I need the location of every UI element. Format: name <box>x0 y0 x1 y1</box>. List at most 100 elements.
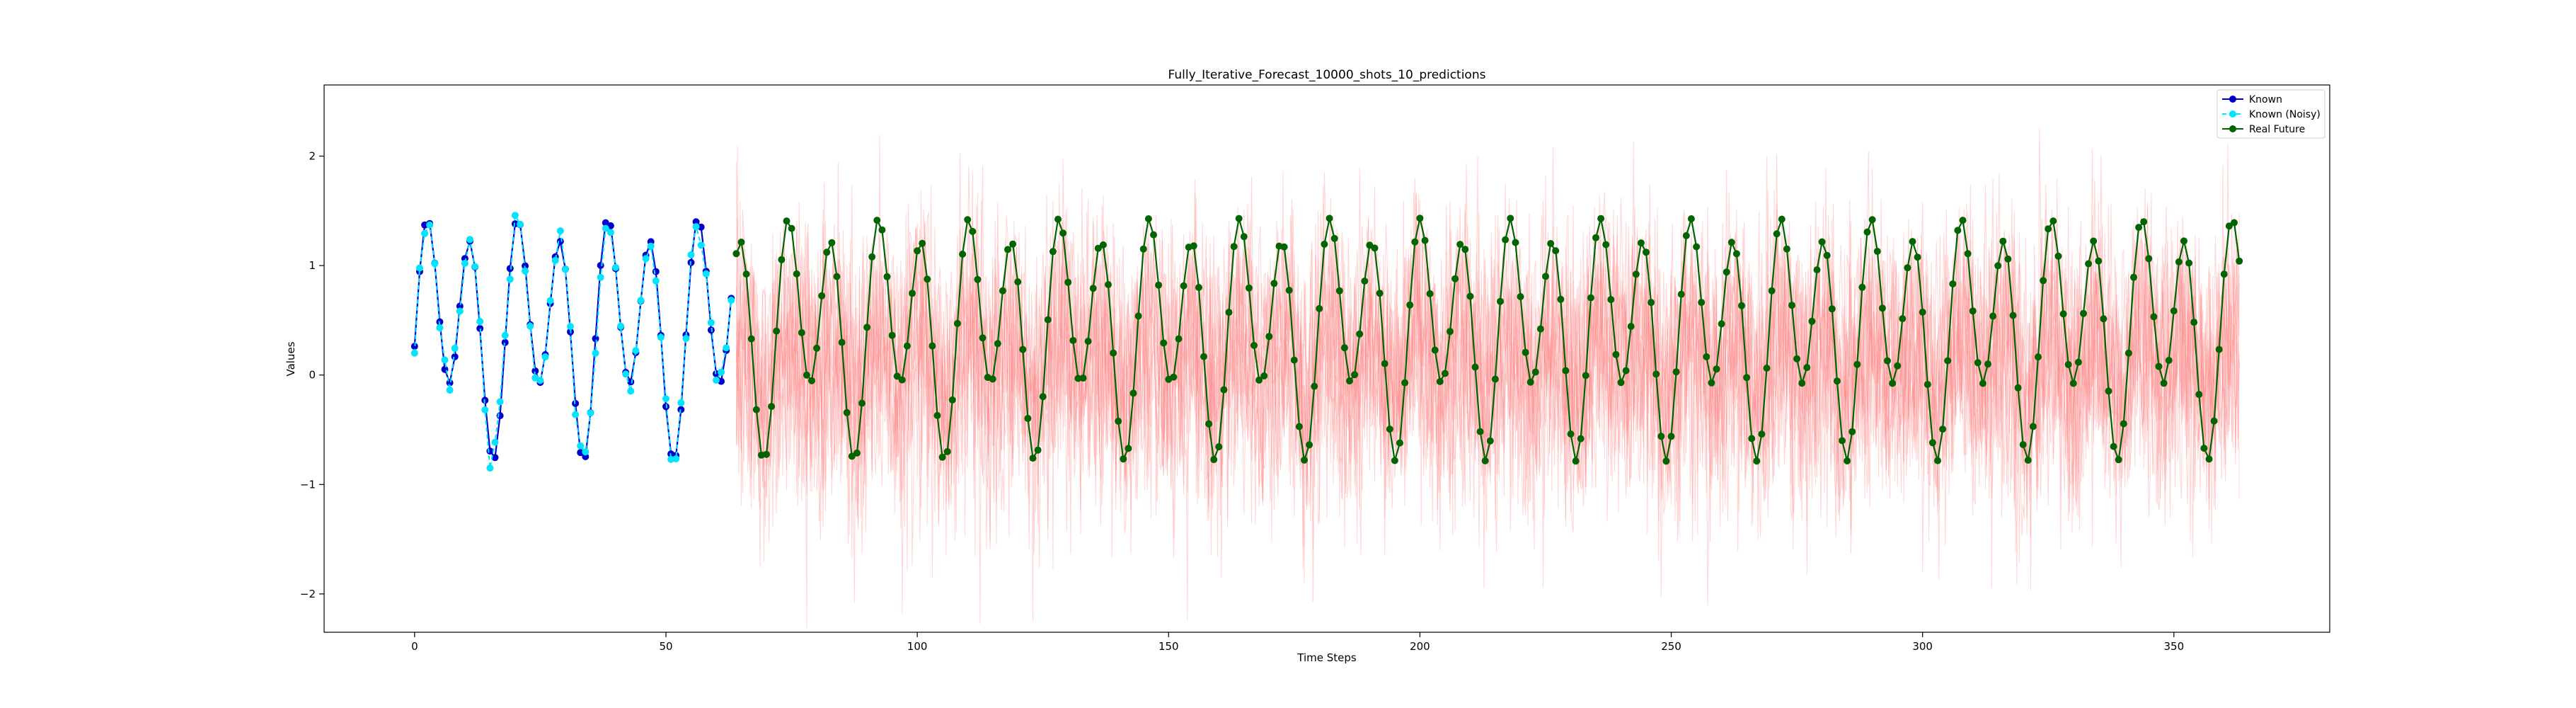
point-real-future-47 <box>969 227 977 235</box>
point-real-future-229 <box>1884 357 1891 365</box>
point-real-future-164 <box>1557 295 1565 303</box>
x-tick-label-4: 200 <box>1410 640 1430 653</box>
prediction-line-6 <box>735 167 2240 622</box>
point-real-future-195 <box>1713 365 1720 373</box>
point-real-future-221 <box>1844 457 1851 464</box>
y-tick-label-1: −1 <box>300 478 316 491</box>
y-axis-ticks: −2 −1 0 1 2 <box>300 149 324 600</box>
point-real-future-94 <box>1205 420 1213 428</box>
series-group <box>410 212 2243 472</box>
point-real-future-215 <box>1813 266 1821 274</box>
point-real-future-139 <box>1431 346 1439 354</box>
point-real-future-299 <box>2236 257 2243 265</box>
point-known-noisy-47 <box>647 242 655 250</box>
legend-entry-real-future: Real Future <box>2222 124 2305 135</box>
point-real-future-140 <box>1436 377 1444 385</box>
y-axis-label: Values <box>284 341 297 376</box>
point-real-future-233 <box>1904 264 1911 272</box>
point-known-noisy-63 <box>728 297 735 304</box>
point-real-future-287 <box>2175 258 2183 266</box>
point-known-noisy-58 <box>702 270 710 278</box>
point-real-future-132 <box>1396 439 1403 447</box>
point-real-future-179 <box>1632 270 1640 278</box>
point-real-future-11 <box>788 224 795 232</box>
point-real-future-36 <box>914 247 921 255</box>
point-real-future-173 <box>1602 241 1610 249</box>
point-real-future-187 <box>1672 368 1680 376</box>
point-real-future-88 <box>1175 335 1183 343</box>
point-known-noisy-28 <box>551 256 559 264</box>
point-real-future-194 <box>1708 379 1715 387</box>
point-known-18 <box>501 338 509 346</box>
point-real-future-147 <box>1471 363 1479 371</box>
point-real-future-259 <box>2035 353 2042 361</box>
x-tick-label-5: 250 <box>1661 640 1681 653</box>
point-real-future-153 <box>1502 236 1510 244</box>
point-real-future-31 <box>888 331 896 339</box>
point-real-future-103 <box>1250 341 1258 349</box>
point-real-future-198 <box>1727 239 1735 246</box>
point-known-noisy-6 <box>441 356 449 364</box>
point-real-future-28 <box>873 217 881 224</box>
point-real-future-62 <box>1044 316 1052 324</box>
point-known-noisy-49 <box>657 333 665 341</box>
point-real-future-200 <box>1738 302 1745 309</box>
legend-label-known: Known <box>2249 94 2282 105</box>
point-real-future-283 <box>2155 362 2163 370</box>
point-real-future-268 <box>2080 309 2087 317</box>
point-real-future-98 <box>1225 309 1233 316</box>
point-real-future-133 <box>1401 379 1409 387</box>
point-real-future-278 <box>2130 273 2137 281</box>
point-real-future-178 <box>1627 323 1635 330</box>
point-real-future-51 <box>989 375 996 383</box>
point-real-future-72 <box>1094 244 1102 252</box>
point-real-future-172 <box>1597 215 1605 222</box>
point-real-future-243 <box>1954 227 1962 234</box>
point-real-future-144 <box>1456 241 1464 249</box>
point-known-noisy-45 <box>637 297 645 304</box>
point-real-future-127 <box>1371 244 1379 252</box>
point-real-future-271 <box>2095 257 2103 265</box>
point-known-noisy-8 <box>451 344 459 352</box>
point-real-future-112 <box>1295 423 1303 430</box>
x-axis-label: Time Steps <box>1296 651 1357 664</box>
point-real-future-83 <box>1150 231 1157 239</box>
point-real-future-171 <box>1592 234 1599 241</box>
point-real-future-55 <box>1009 240 1017 248</box>
point-known-noisy-59 <box>707 319 715 326</box>
point-real-future-204 <box>1758 430 1766 438</box>
point-real-future-123 <box>1351 371 1359 379</box>
point-known-noisy-43 <box>627 387 635 395</box>
point-real-future-244 <box>1959 217 1967 224</box>
point-known-noisy-27 <box>546 297 554 304</box>
point-real-future-253 <box>2004 255 2012 263</box>
point-known-37 <box>597 261 604 269</box>
prediction-line-9 <box>735 149 2240 605</box>
point-real-future-275 <box>2115 456 2122 464</box>
point-real-future-177 <box>1622 367 1630 375</box>
point-known-noisy-56 <box>692 223 700 231</box>
point-real-future-70 <box>1084 338 1092 345</box>
point-real-future-78 <box>1125 445 1132 452</box>
point-real-future-250 <box>1989 312 1997 320</box>
point-real-future-19 <box>828 239 836 246</box>
point-real-future-207 <box>1773 230 1781 238</box>
prediction-series-group <box>735 127 2240 629</box>
point-real-future-81 <box>1139 245 1147 253</box>
point-real-future-201 <box>1743 374 1751 382</box>
legend: Known Known (Noisy) Real Future <box>2216 89 2325 139</box>
point-real-future-282 <box>2150 313 2158 321</box>
point-known-noisy-61 <box>718 368 725 376</box>
point-real-future-82 <box>1144 215 1152 222</box>
point-real-future-224 <box>1858 283 1866 291</box>
point-real-future-218 <box>1828 305 1836 313</box>
point-real-future-8 <box>773 327 781 335</box>
point-real-future-46 <box>964 216 972 224</box>
point-real-future-167 <box>1572 457 1580 465</box>
point-real-future-170 <box>1587 294 1594 302</box>
point-real-future-292 <box>2200 445 2208 452</box>
point-real-future-69 <box>1079 375 1087 382</box>
point-real-future-257 <box>2024 457 2032 464</box>
point-real-future-116 <box>1316 304 1323 312</box>
point-known-noisy-54 <box>682 335 690 342</box>
